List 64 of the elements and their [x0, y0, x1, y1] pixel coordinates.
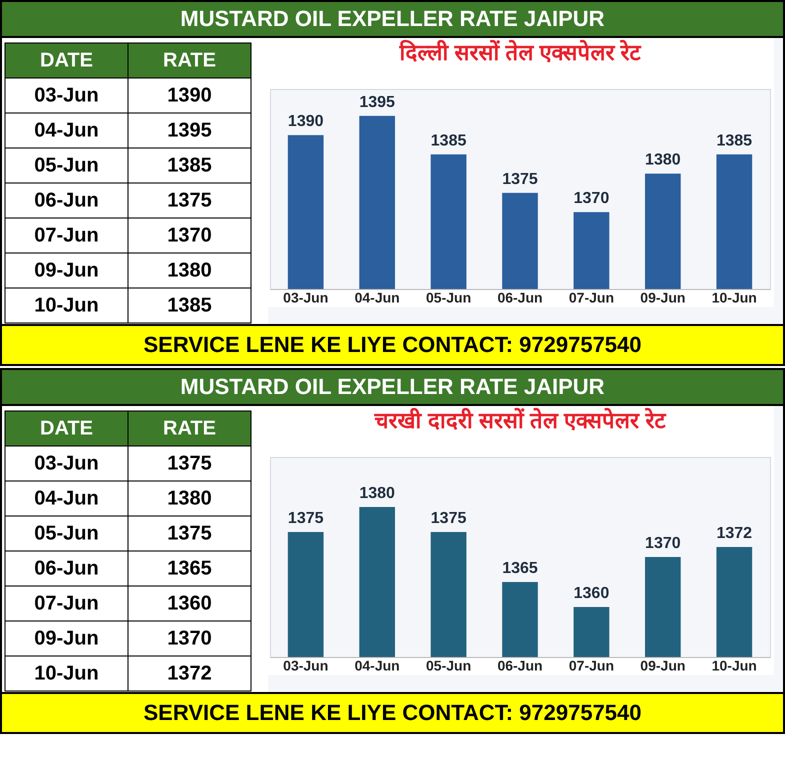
x-tick-label: 06-Jun [497, 290, 543, 306]
data-label: 1365 [502, 560, 538, 577]
category-label: 03-Jun [34, 452, 99, 474]
data-label: 1385 [716, 132, 752, 150]
text: SERVICE LENE KE LIYE CONTACT: 9729757540 [2, 324, 783, 364]
chart-title: चरखी दादरी सरसों तेल एक्सपेलर रेट [374, 407, 666, 433]
x-tick-label: 09-Jun [640, 290, 686, 306]
text: 1385 [167, 294, 212, 316]
category-label: 06-Jun [34, 190, 99, 212]
data-label: 1380 [359, 485, 396, 502]
category-label: 04-Jun [34, 488, 99, 510]
data-label: 1370 [645, 535, 681, 552]
text: RATE [163, 50, 216, 72]
chart-subtitle: MUSTARD OIL EXPELLER RATE JAIPUR [2, 2, 783, 38]
text: 1375 [167, 190, 212, 212]
text: RATE [163, 418, 216, 440]
x-tick-label: 05-Jun [426, 290, 472, 306]
category-label: 04-Jun [34, 120, 99, 142]
text: 1370 [167, 628, 212, 650]
text: 1375 [167, 522, 212, 544]
data-label: 1395 [359, 94, 396, 111]
x-tick-label: 03-Jun [283, 290, 328, 306]
text: DATE [40, 50, 93, 72]
category-label: 07-Jun [34, 224, 99, 246]
x-tick-label: 10-Jun [712, 290, 757, 306]
text: 1360 [167, 592, 212, 614]
text: 1390 [167, 84, 212, 106]
category-label: 05-Jun [34, 154, 99, 176]
chart-title: दिल्ली सरसों तेल एक्सपेलर रेट [398, 39, 642, 65]
chart-subtitle: MUSTARD OIL EXPELLER RATE JAIPUR [2, 370, 783, 406]
text: 1385 [167, 154, 212, 176]
text: DATE [40, 418, 93, 440]
x-tick-label: 07-Jun [568, 290, 614, 306]
category-label: 05-Jun [34, 522, 99, 544]
category-label: 03-Jun [34, 84, 99, 106]
data-label: 1372 [716, 525, 752, 542]
data-label: 1385 [430, 132, 466, 150]
category-label: 07-Jun [34, 592, 99, 614]
x-tick-label: 10-Jun [712, 658, 757, 674]
text: 1395 [167, 120, 212, 142]
text: 1370 [167, 224, 212, 246]
text: 1365 [167, 558, 212, 580]
data-label: 1375 [288, 510, 324, 527]
x-tick-label: 05-Jun [426, 658, 472, 674]
data-label: 1380 [645, 152, 681, 169]
x-tick-label: 04-Jun [354, 290, 400, 306]
data-label: 1360 [574, 585, 610, 602]
x-tick-label: 03-Jun [283, 658, 328, 674]
data-label: 1375 [430, 510, 466, 527]
x-tick-label: 04-Jun [354, 658, 400, 674]
text: 1380 [167, 260, 212, 282]
text: 1380 [167, 488, 212, 510]
x-tick-label: 07-Jun [568, 658, 614, 674]
data-label: 1390 [288, 113, 324, 130]
x-tick-label: 06-Jun [497, 658, 543, 674]
text: SERVICE LENE KE LIYE CONTACT: 9729757540 [2, 692, 783, 732]
x-tick-label: 09-Jun [640, 658, 686, 674]
category-label: 09-Jun [34, 628, 99, 650]
text: 1375 [167, 452, 212, 474]
category-label: 09-Jun [34, 260, 99, 282]
data-label: 1375 [502, 170, 538, 188]
text: 1372 [167, 662, 212, 684]
data-label: 1370 [574, 190, 610, 208]
category-label: 06-Jun [34, 558, 99, 580]
